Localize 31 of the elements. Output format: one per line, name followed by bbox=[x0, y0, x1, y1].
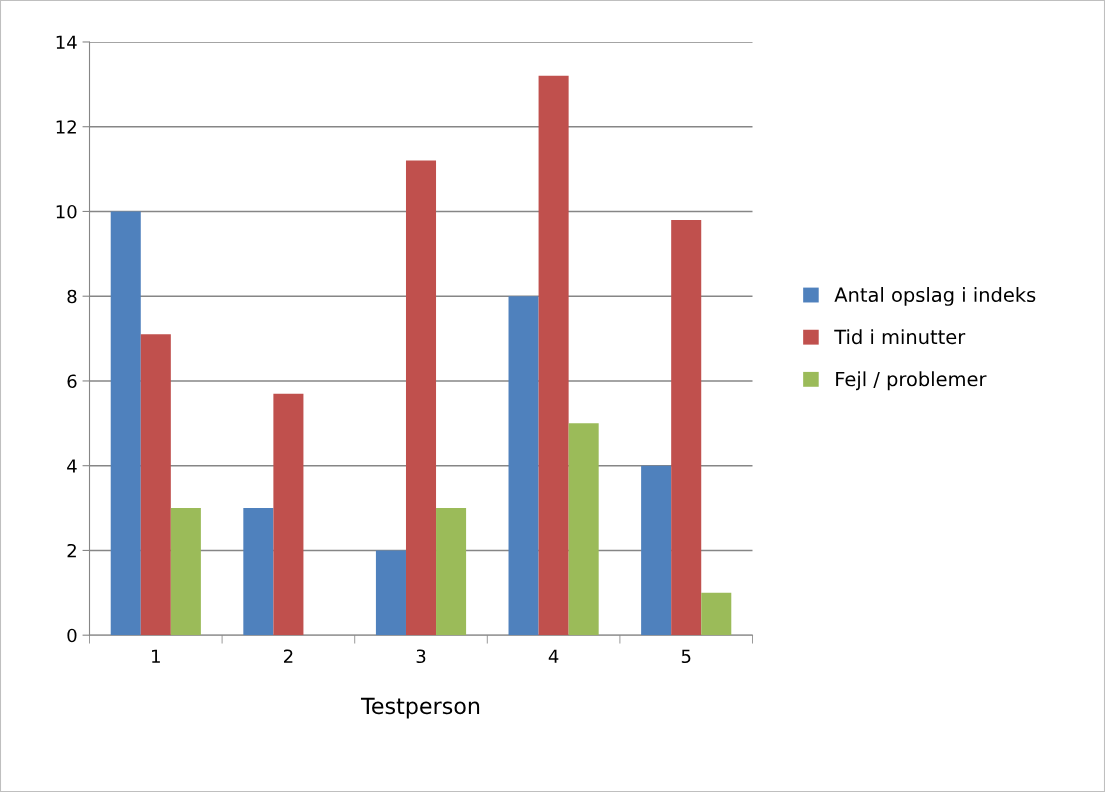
x-tick-label: 1 bbox=[152, 649, 160, 663]
legend-label: Antal opslag i indeks bbox=[834, 287, 1036, 306]
x-tick-label: 2 bbox=[283, 649, 293, 663]
y-tick-label: 4 bbox=[67, 459, 77, 473]
bar bbox=[405, 160, 437, 636]
x-axis-title: Testperson bbox=[360, 697, 480, 719]
y-tick-label: 12 bbox=[56, 120, 76, 134]
y-tick-label: 10 bbox=[56, 204, 77, 219]
bar bbox=[436, 508, 467, 636]
bar bbox=[273, 393, 304, 636]
bar bbox=[701, 592, 732, 636]
bar bbox=[538, 75, 569, 636]
x-tick-label: 5 bbox=[681, 649, 691, 664]
bar bbox=[671, 219, 702, 636]
bar bbox=[568, 423, 599, 636]
legend-label: Fejl / problemer bbox=[836, 371, 987, 391]
bar bbox=[243, 508, 274, 636]
bar bbox=[110, 211, 141, 636]
legend-label: Tid i minutter bbox=[834, 329, 966, 345]
bar bbox=[641, 465, 672, 636]
y-tick-label: 2 bbox=[67, 543, 76, 558]
y-tick-label: 0 bbox=[67, 628, 77, 643]
bar bbox=[170, 508, 201, 636]
x-tick-label: 3 bbox=[416, 649, 426, 664]
y-tick-label: 14 bbox=[56, 35, 77, 49]
bar bbox=[508, 296, 539, 636]
bar bbox=[375, 550, 406, 636]
bar bbox=[140, 334, 171, 636]
y-tick-label: 8 bbox=[67, 289, 77, 304]
x-tick-label: 4 bbox=[548, 649, 559, 663]
y-tick-label: 6 bbox=[67, 374, 77, 389]
